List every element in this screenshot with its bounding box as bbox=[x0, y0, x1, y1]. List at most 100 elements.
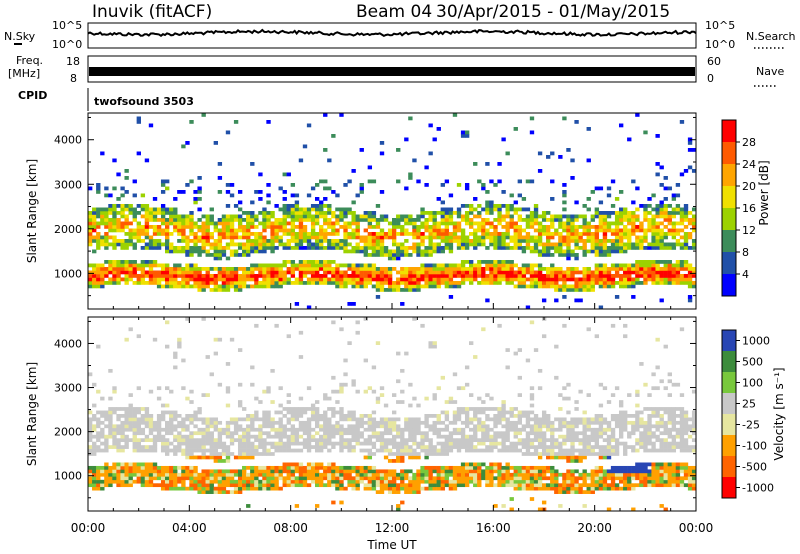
velocity-cell bbox=[152, 438, 158, 443]
velocity-cell bbox=[477, 462, 482, 467]
power-cell bbox=[691, 218, 697, 222]
velocity-cell bbox=[533, 472, 539, 477]
velocity-cell bbox=[266, 476, 271, 481]
power-cell bbox=[566, 253, 571, 257]
power-cell bbox=[602, 214, 608, 219]
velocity-cell bbox=[104, 462, 109, 467]
power-cell bbox=[302, 228, 308, 233]
colorbar-segment bbox=[722, 186, 736, 209]
cpid-value: twofsound 3503 bbox=[94, 95, 194, 108]
velocity-cell bbox=[169, 414, 174, 418]
power-cell bbox=[165, 284, 170, 289]
power-cell bbox=[578, 284, 583, 289]
power-cell bbox=[420, 249, 425, 254]
nave-tick-top: 60 bbox=[707, 55, 721, 68]
power-cell bbox=[173, 274, 178, 278]
velocity-cell bbox=[351, 465, 356, 470]
velocity-cell bbox=[460, 469, 466, 474]
power-cell bbox=[586, 288, 591, 292]
power-cell bbox=[420, 267, 425, 271]
velocity-cell bbox=[469, 434, 474, 439]
power-cell bbox=[602, 249, 608, 254]
velocity-cell bbox=[489, 469, 494, 474]
power-cell bbox=[432, 232, 437, 236]
velocity-cell bbox=[566, 434, 571, 439]
velocity-cell bbox=[160, 445, 166, 449]
velocity-cell bbox=[96, 479, 101, 484]
velocity-cell bbox=[420, 479, 425, 484]
power-cell bbox=[428, 225, 433, 229]
velocity-cell bbox=[460, 386, 466, 391]
velocity-cell bbox=[331, 414, 336, 418]
power-cell bbox=[675, 263, 681, 268]
velocity-cell bbox=[400, 441, 405, 446]
power-cell bbox=[541, 249, 547, 254]
velocity-cell bbox=[485, 438, 490, 443]
power-cell bbox=[477, 281, 482, 285]
velocity-cell bbox=[327, 431, 332, 436]
power-cell bbox=[298, 242, 304, 247]
power-cell bbox=[359, 183, 364, 187]
power-cell bbox=[319, 225, 324, 229]
power-cell bbox=[347, 225, 352, 229]
power-cell bbox=[574, 288, 579, 292]
power-cell bbox=[120, 242, 125, 247]
velocity-cell bbox=[205, 486, 210, 491]
power-cell bbox=[558, 155, 563, 159]
velocity-cell bbox=[314, 424, 320, 429]
velocity-cell bbox=[156, 386, 162, 391]
velocity-cell bbox=[156, 476, 162, 481]
power-cell bbox=[165, 221, 170, 226]
velocity-cell bbox=[88, 483, 93, 488]
power-cell bbox=[197, 267, 202, 271]
velocity-cell bbox=[331, 462, 336, 467]
power-cell bbox=[165, 207, 170, 212]
power-cell bbox=[428, 263, 433, 268]
velocity-cell bbox=[270, 400, 275, 404]
power-cell bbox=[294, 207, 300, 212]
power-cell bbox=[258, 274, 263, 278]
power-cell bbox=[598, 186, 604, 191]
velocity-cell bbox=[537, 452, 543, 456]
power-cell bbox=[217, 228, 223, 233]
power-cell bbox=[221, 218, 227, 222]
power-cell bbox=[306, 207, 312, 212]
power-cell bbox=[639, 260, 644, 264]
power-cell bbox=[185, 214, 190, 219]
velocity-cell bbox=[505, 469, 510, 474]
power-cell bbox=[274, 270, 279, 275]
power-cell bbox=[594, 249, 600, 254]
power-cell bbox=[266, 218, 271, 222]
power-cell bbox=[185, 281, 190, 285]
power-cell bbox=[554, 284, 559, 289]
power-cell bbox=[112, 260, 117, 264]
power-cell bbox=[221, 288, 227, 292]
velocity-cell bbox=[578, 490, 583, 494]
velocity-cell bbox=[144, 462, 150, 467]
power-cell bbox=[229, 228, 235, 233]
power-cell bbox=[521, 267, 527, 271]
velocity-cell bbox=[258, 434, 263, 439]
power-cell bbox=[387, 284, 393, 289]
velocity-cell bbox=[404, 424, 409, 429]
velocity-cell bbox=[363, 414, 368, 418]
power-cell bbox=[371, 235, 377, 240]
power-cell bbox=[663, 277, 668, 282]
velocity-cell bbox=[533, 431, 539, 436]
power-cell bbox=[290, 221, 296, 226]
power-cell bbox=[392, 267, 397, 271]
power-cell bbox=[294, 281, 300, 285]
velocity-cell bbox=[436, 431, 441, 436]
velocity-cell bbox=[456, 410, 462, 415]
velocity-cell bbox=[246, 476, 251, 481]
power-cell bbox=[404, 267, 409, 271]
power-cell bbox=[298, 221, 304, 226]
power-cell bbox=[237, 277, 243, 282]
velocity-cell bbox=[298, 424, 304, 429]
power-cell bbox=[606, 277, 612, 282]
power-cell bbox=[294, 214, 300, 219]
power-cell bbox=[659, 200, 664, 205]
velocity-cell bbox=[460, 462, 466, 467]
power-cell bbox=[456, 284, 462, 289]
power-cell bbox=[554, 228, 559, 233]
